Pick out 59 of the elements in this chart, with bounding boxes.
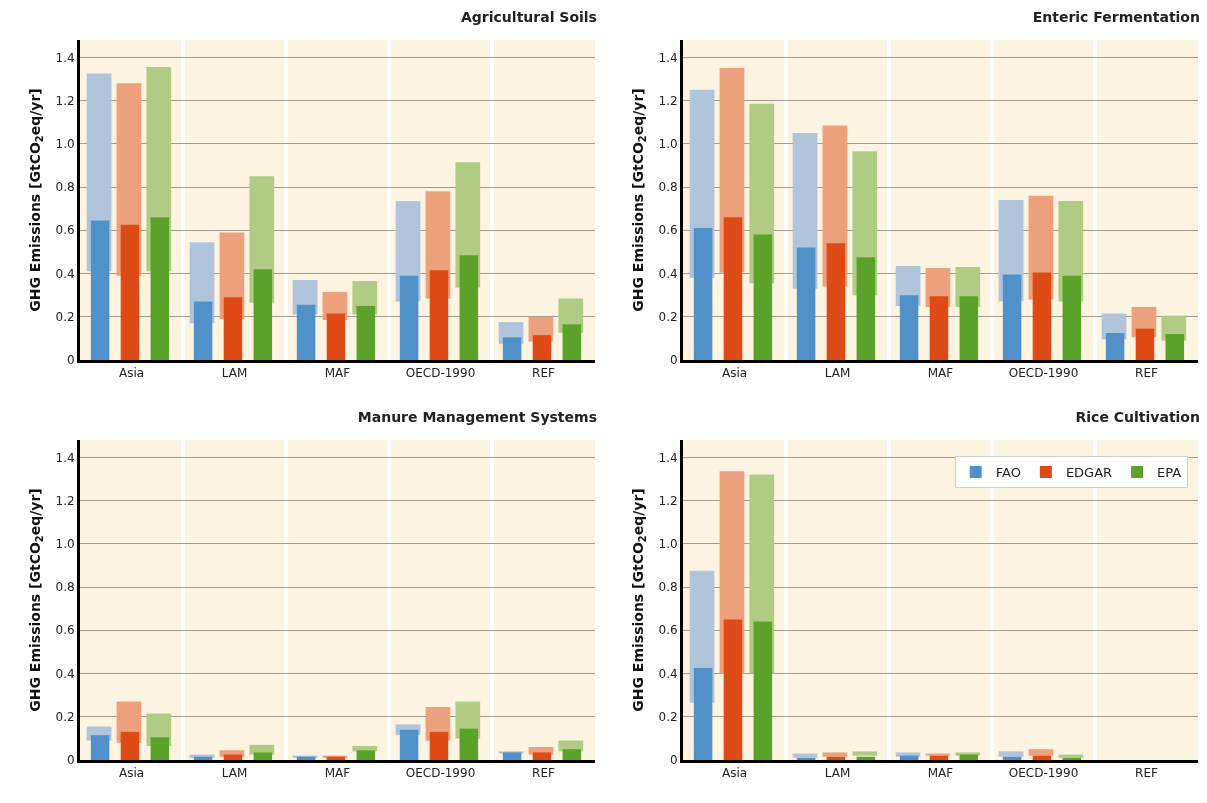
- x-tick-label: LAM: [824, 766, 851, 781]
- x-tick-label: Asia: [118, 766, 145, 781]
- x-tick-label: Asia: [118, 366, 145, 381]
- y-tick-label: 0.6: [55, 623, 75, 638]
- y-tick-label: 1.4: [55, 450, 75, 465]
- x-tick-label: LAM: [221, 366, 248, 381]
- x-tick-label: REF: [532, 766, 556, 781]
- x-tick-label: REF: [1135, 366, 1159, 381]
- y-tick-label: 0.4: [55, 666, 75, 681]
- y-tick-label: 0.2: [55, 709, 75, 724]
- x-tick-label: REF: [1135, 766, 1159, 781]
- y-tick-label: 1.4: [658, 50, 678, 65]
- y-tick-label: 0.8: [55, 580, 75, 595]
- y-tick-label: 0.6: [55, 223, 75, 238]
- y-tick-label: 0.6: [658, 623, 678, 638]
- y-tick-label: 1.0: [55, 136, 75, 151]
- chart-title: Agricultural Soils: [461, 8, 597, 25]
- y-tick-label: 0.6: [658, 223, 678, 238]
- x-tick-label: LAM: [221, 766, 248, 781]
- y-tick-label: 0: [66, 353, 75, 368]
- chart-title: Manure Management Systems: [357, 408, 597, 425]
- legend-label: EPA: [1157, 465, 1182, 481]
- x-tick-label: MAF: [324, 766, 351, 781]
- x-tick-label: REF: [532, 366, 556, 381]
- y-tick-label: 0.2: [658, 709, 678, 724]
- chart-title: Enteric Fermentation: [1032, 8, 1200, 25]
- y-tick-label: 0.8: [55, 180, 75, 195]
- y-tick-label: 0: [669, 753, 678, 768]
- x-tick-label: Asia: [721, 766, 748, 781]
- y-tick-label: 0: [669, 353, 678, 368]
- y-tick-label: 1.0: [658, 536, 678, 551]
- x-tick-label: MAF: [927, 766, 954, 781]
- y-tick-label: 1.0: [658, 136, 678, 151]
- y-tick-label: 0.4: [55, 266, 75, 281]
- x-tick-label: MAF: [324, 366, 351, 381]
- y-tick-label: 0.2: [658, 309, 678, 324]
- x-tick-label: LAM: [824, 366, 851, 381]
- x-tick-label: Asia: [721, 366, 748, 381]
- y-tick-label: 0.8: [658, 180, 678, 195]
- y-tick-label: 1.2: [658, 493, 678, 508]
- y-tick-label: 1.4: [55, 50, 75, 65]
- y-tick-label: 0.2: [55, 309, 75, 324]
- legend-label: FAO: [995, 465, 1021, 481]
- y-tick-label: 0.4: [658, 266, 678, 281]
- x-tick-label: MAF: [927, 366, 954, 381]
- y-tick-label: 1.0: [55, 536, 75, 551]
- chart-title: Rice Cultivation: [1075, 408, 1200, 425]
- y-tick-label: 1.2: [55, 493, 75, 508]
- x-tick-label: OECD-1990: [1008, 766, 1079, 781]
- y-tick-label: 0.4: [658, 666, 678, 681]
- x-tick-label: OECD-1990: [405, 766, 476, 781]
- y-tick-label: 1.4: [658, 450, 678, 465]
- y-tick-label: 1.2: [55, 93, 75, 108]
- y-tick-label: 0: [66, 753, 75, 768]
- x-tick-label: OECD-1990: [1008, 366, 1079, 381]
- legend-label: EDGAR: [1065, 465, 1113, 481]
- y-tick-label: 0.8: [658, 580, 678, 595]
- x-tick-label: OECD-1990: [405, 366, 476, 381]
- y-tick-label: 1.2: [658, 93, 678, 108]
